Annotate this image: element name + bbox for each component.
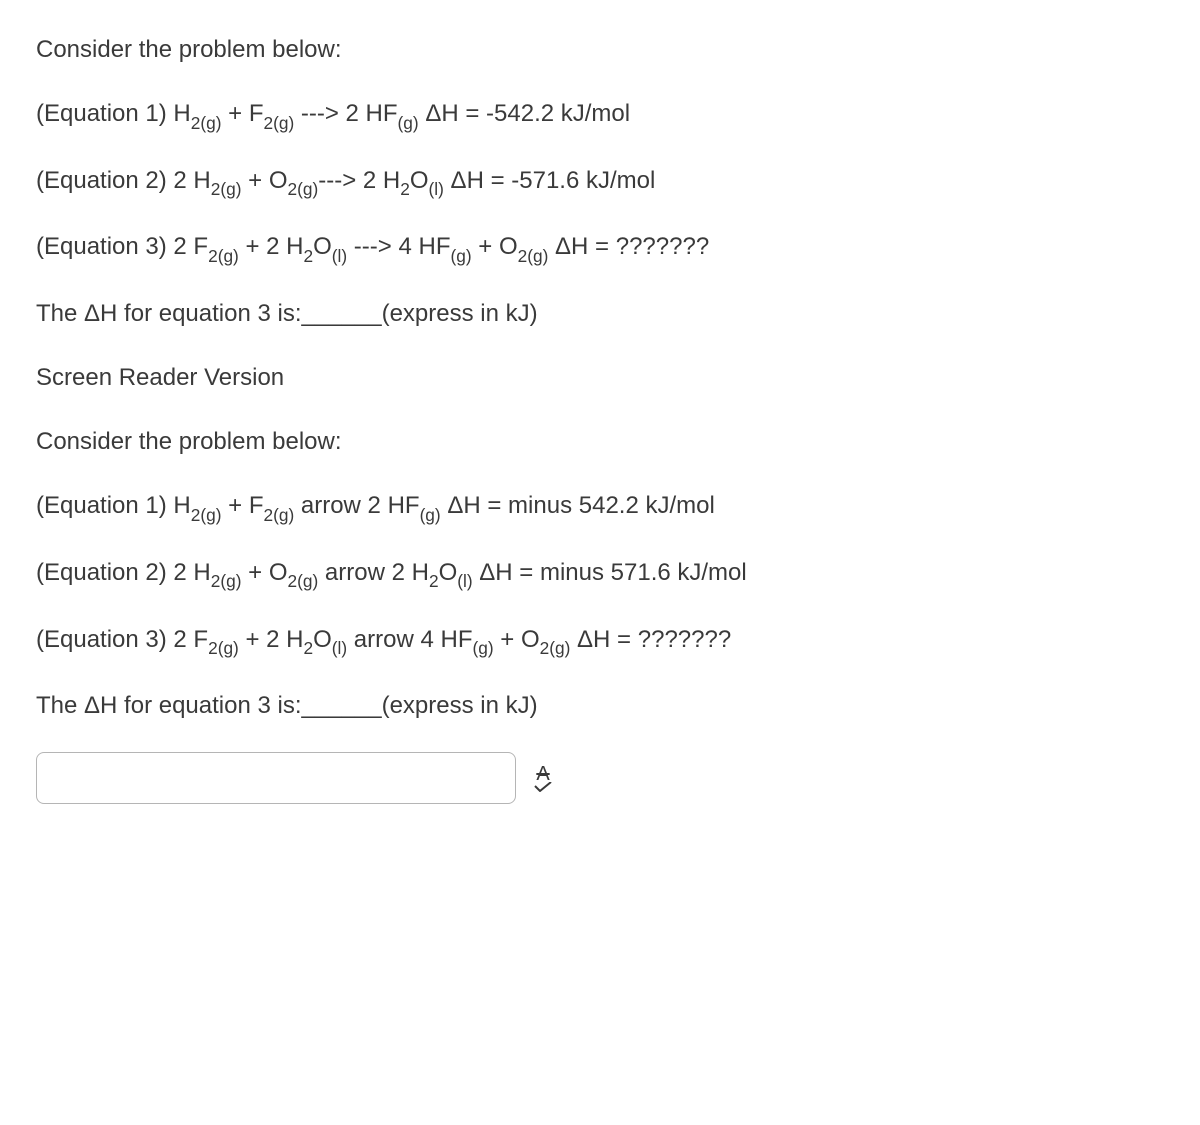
sr-equation-2: (Equation 2) 2 H2(g) + O2(g) arrow 2 H2O…: [36, 555, 1164, 594]
spellcheck-icon[interactable]: A: [534, 764, 552, 792]
equation-1: (Equation 1) H2(g) + F2(g) ---> 2 HF(g) …: [36, 96, 1164, 135]
sr-equation-3: (Equation 3) 2 F2(g) + 2 H2O(l) arrow 4 …: [36, 622, 1164, 661]
equation-3: (Equation 3) 2 F2(g) + 2 H2O(l) ---> 4 H…: [36, 229, 1164, 268]
sr-question-text: The ΔH for equation 3 is:______(express …: [36, 688, 1164, 724]
sr-intro-text: Consider the problem below:: [36, 424, 1164, 460]
equation-2: (Equation 2) 2 H2(g) + O2(g)---> 2 H2O(l…: [36, 163, 1164, 202]
question-text: The ΔH for equation 3 is:______(express …: [36, 296, 1164, 332]
screen-reader-heading: Screen Reader Version: [36, 360, 1164, 396]
sr-equation-1: (Equation 1) H2(g) + F2(g) arrow 2 HF(g)…: [36, 488, 1164, 527]
answer-row: A: [36, 752, 1164, 804]
intro-text: Consider the problem below:: [36, 32, 1164, 68]
answer-input[interactable]: [36, 752, 516, 804]
